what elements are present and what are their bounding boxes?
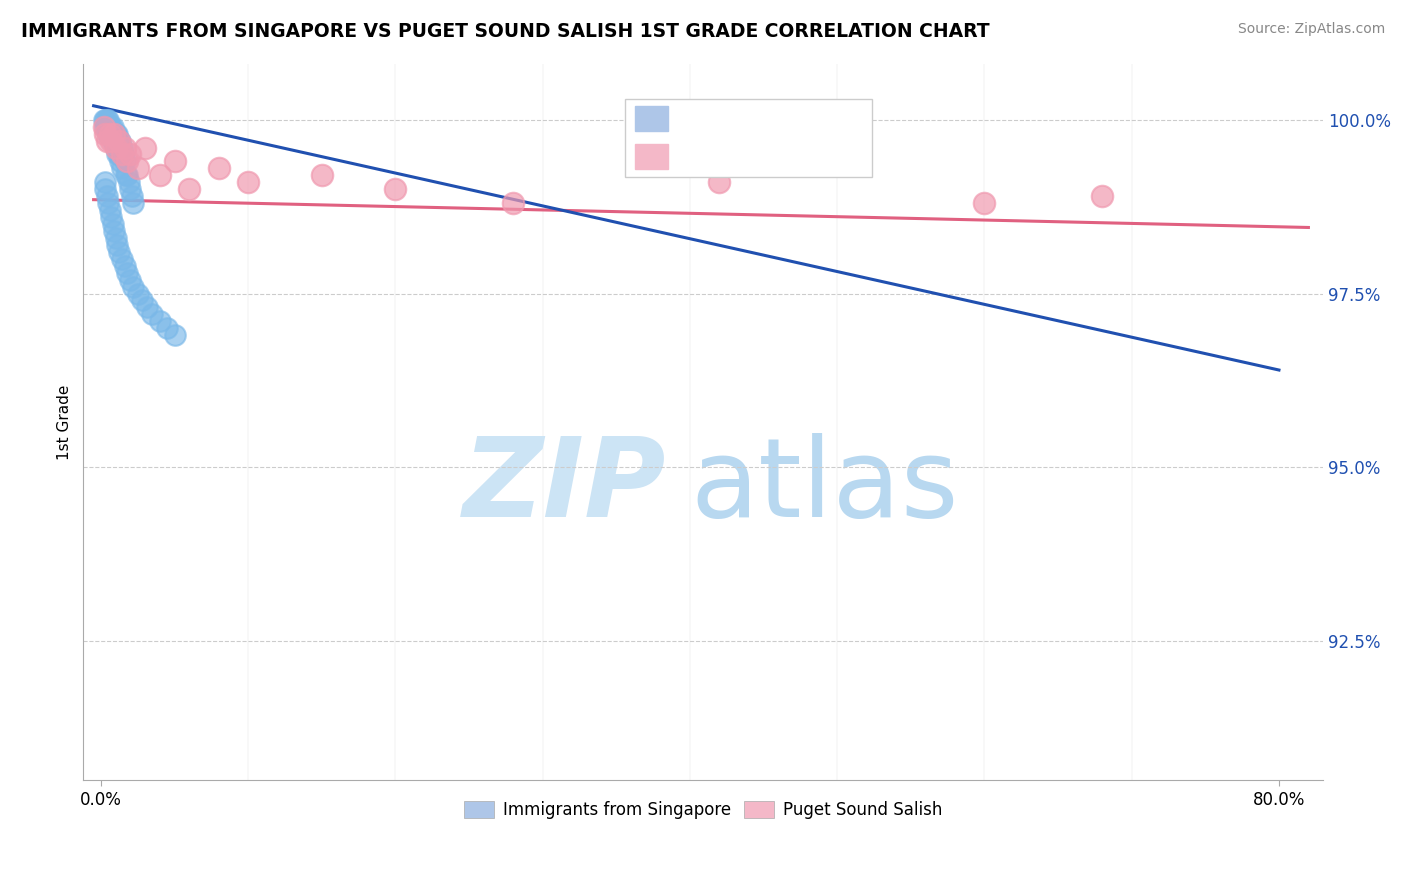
- Point: [104, 140, 127, 154]
- Point: [104, 140, 127, 154]
- Y-axis label: 1st Grade: 1st Grade: [58, 384, 72, 460]
- Point: [100, 134, 122, 148]
- Point: [141, 307, 163, 321]
- Point: [105, 238, 128, 252]
- Point: [502, 196, 524, 211]
- Point: [110, 161, 132, 176]
- Point: [97, 112, 120, 127]
- Point: [208, 161, 231, 176]
- Point: [384, 182, 406, 196]
- Point: [311, 169, 333, 183]
- Point: [97, 196, 120, 211]
- Point: [115, 169, 138, 183]
- Point: [98, 120, 121, 134]
- Point: [149, 314, 172, 328]
- Point: [973, 196, 995, 211]
- Point: [107, 244, 129, 259]
- Point: [179, 182, 201, 196]
- Point: [120, 147, 142, 161]
- Point: [100, 127, 122, 141]
- Point: [101, 134, 124, 148]
- Point: [98, 127, 121, 141]
- Text: Source: ZipAtlas.com: Source: ZipAtlas.com: [1237, 22, 1385, 37]
- Point: [131, 293, 153, 308]
- Point: [98, 203, 121, 218]
- Point: [100, 120, 122, 134]
- Point: [96, 134, 118, 148]
- Text: ZIP: ZIP: [463, 434, 666, 541]
- Point: [134, 140, 156, 154]
- Point: [96, 120, 118, 134]
- Point: [118, 175, 141, 189]
- Point: [110, 147, 132, 161]
- Point: [121, 189, 143, 203]
- Point: [110, 252, 132, 266]
- Point: [103, 127, 125, 141]
- Point: [108, 134, 131, 148]
- Point: [127, 286, 149, 301]
- Point: [112, 147, 135, 161]
- Point: [709, 175, 731, 189]
- Point: [103, 134, 125, 148]
- Point: [105, 147, 128, 161]
- Legend: Immigrants from Singapore, Puget Sound Salish: Immigrants from Singapore, Puget Sound S…: [458, 794, 949, 826]
- Point: [104, 231, 127, 245]
- Point: [103, 224, 125, 238]
- Point: [100, 210, 122, 224]
- Point: [104, 127, 127, 141]
- Point: [156, 321, 179, 335]
- Point: [93, 120, 115, 134]
- Point: [94, 127, 117, 141]
- Point: [117, 169, 139, 183]
- Point: [107, 147, 129, 161]
- Point: [127, 161, 149, 176]
- Point: [93, 112, 115, 127]
- Point: [114, 259, 136, 273]
- Point: [120, 272, 142, 286]
- Point: [163, 328, 186, 343]
- Point: [94, 175, 117, 189]
- Point: [122, 196, 145, 211]
- Point: [120, 182, 142, 196]
- Point: [135, 301, 157, 315]
- Point: [117, 266, 139, 280]
- Point: [96, 189, 118, 203]
- Point: [163, 154, 186, 169]
- Point: [105, 127, 128, 141]
- Point: [238, 175, 260, 189]
- Point: [149, 169, 172, 183]
- Point: [94, 120, 117, 134]
- Point: [103, 127, 125, 141]
- Point: [101, 217, 124, 231]
- Point: [114, 140, 136, 154]
- Point: [96, 112, 118, 127]
- Point: [110, 140, 132, 154]
- Point: [94, 182, 117, 196]
- Point: [94, 112, 117, 127]
- Point: [114, 154, 136, 169]
- Point: [97, 120, 120, 134]
- Point: [101, 120, 124, 134]
- Point: [107, 134, 129, 148]
- Point: [122, 279, 145, 293]
- Point: [107, 134, 129, 148]
- Text: atlas: atlas: [690, 434, 959, 541]
- Point: [97, 127, 120, 141]
- Point: [117, 154, 139, 169]
- Text: IMMIGRANTS FROM SINGAPORE VS PUGET SOUND SALISH 1ST GRADE CORRELATION CHART: IMMIGRANTS FROM SINGAPORE VS PUGET SOUND…: [21, 22, 990, 41]
- Point: [108, 154, 131, 169]
- Point: [1091, 189, 1114, 203]
- Point: [98, 127, 121, 141]
